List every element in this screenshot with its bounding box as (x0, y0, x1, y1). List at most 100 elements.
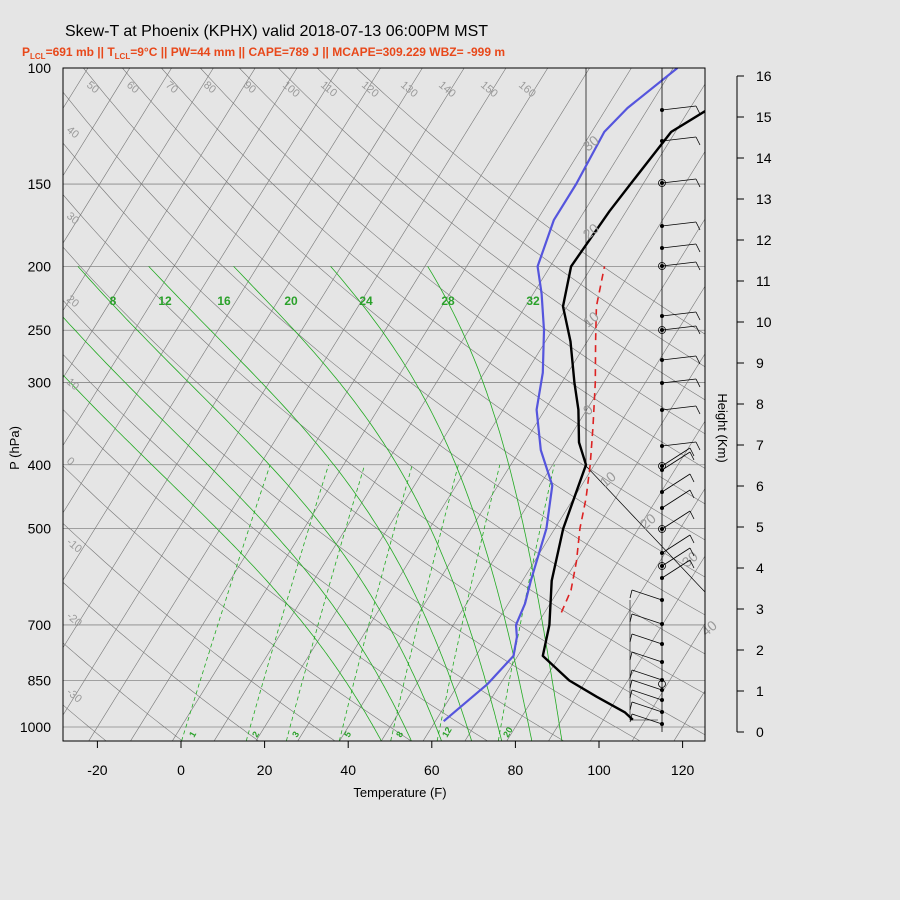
barb-line (631, 613, 663, 625)
barb-line (661, 510, 691, 530)
height-tick-label: 8 (756, 396, 764, 412)
height-tick-label: 13 (756, 191, 772, 207)
pressure-tick-label: 200 (28, 258, 52, 274)
barb-feather (689, 547, 695, 557)
moist-adiabat (63, 374, 382, 741)
barb-line (661, 441, 697, 447)
isotherm-line (63, 68, 340, 514)
barb-marker (658, 326, 666, 334)
dry-adiabat (63, 194, 705, 695)
dry-adiabat (83, 68, 705, 578)
dry-adiabat (200, 68, 705, 469)
dry-adiabat (63, 409, 488, 741)
adiabat-label: 140 (436, 79, 458, 100)
height-tick-label: 16 (756, 68, 772, 84)
mixing-ratio-line (285, 464, 366, 741)
barb-feather (629, 713, 633, 723)
x-tick-label: 80 (508, 762, 524, 778)
barb-feather (695, 136, 701, 146)
dry-adiabat (63, 704, 107, 741)
moist-adiabat-label: 12 (158, 294, 172, 308)
pressure-tick-label: 300 (28, 374, 52, 390)
dry-adiabat (161, 68, 705, 505)
barb-line (661, 261, 697, 267)
barb-line (661, 311, 697, 317)
isotherm-line (63, 68, 423, 649)
barb-marker (658, 680, 666, 688)
isotherm-line (0, 68, 46, 741)
isotherm-label: -30 (64, 686, 84, 705)
isotherm-line (841, 68, 900, 741)
inner-box-label: 10 (580, 308, 602, 330)
barb-feather (695, 311, 701, 321)
moist-adiabat (63, 316, 412, 741)
height-tick-label: 2 (756, 642, 764, 658)
x-tick-label: 0 (177, 762, 185, 778)
barb-feather (695, 405, 701, 415)
barb-feather (695, 178, 701, 188)
adiabat-label: 50 (84, 79, 101, 96)
height-tick-label: 6 (756, 478, 764, 494)
barb-feather (629, 689, 633, 699)
barb-feather (689, 451, 695, 461)
barb-feather (695, 243, 701, 253)
barb-line (661, 559, 691, 579)
barb-feather (695, 378, 701, 388)
dry-adiabat (63, 642, 183, 741)
barb-marker (658, 562, 666, 570)
isotherm-label: 20 (64, 293, 81, 310)
barb-feather (629, 669, 633, 679)
x-tick-label: -20 (87, 762, 107, 778)
outer-label: 10 (597, 468, 619, 490)
dry-adiabat (63, 246, 705, 736)
barb-line (661, 105, 697, 111)
mixing-ratio-line (245, 464, 329, 741)
barb-feather (629, 613, 633, 623)
barb-feather (695, 221, 701, 231)
barb-line (631, 689, 663, 701)
moist-adiabat-label: 20 (284, 294, 298, 308)
isotherm-line (422, 285, 705, 741)
dry-adiabat (63, 522, 336, 741)
isotherm-line (339, 150, 705, 741)
chart-title: Skew-T at Phoenix (KPHX) valid 2018-07-1… (65, 23, 488, 40)
barb-feather (629, 701, 633, 711)
barb-feather (689, 534, 695, 544)
height-axis-label: Height (Km) (715, 393, 730, 462)
barb-line (661, 355, 697, 361)
moist-adiabat-label: 8 (110, 294, 117, 308)
isotherm-line (63, 68, 172, 244)
x-tick-label: 120 (671, 762, 695, 778)
pressure-tick-label: 700 (28, 617, 52, 633)
adiabat-label: 160 (516, 79, 538, 100)
isotherm-line (590, 555, 705, 741)
inner-box-label: 30 (580, 132, 602, 154)
pressure-tick-label: 100 (28, 60, 52, 76)
adiabat-label: 60 (124, 79, 141, 96)
pressure-tick-label: 400 (28, 457, 52, 473)
mixing-ratio-label: 3 (290, 730, 301, 739)
barb-line (631, 669, 663, 681)
dry-adiabat (239, 68, 705, 435)
pressure-tick-label: 850 (28, 672, 52, 688)
pressure-tick-label: 250 (28, 322, 52, 338)
x-axis-label: Temperature (F) (353, 785, 446, 800)
isotherm-line (63, 68, 214, 312)
barb-line (631, 713, 663, 725)
moist-adiabat (427, 266, 563, 741)
barb-line (661, 489, 691, 509)
adiabat-label: 130 (398, 79, 420, 100)
isotherm-line (883, 68, 900, 741)
barb-line (661, 451, 691, 471)
barb-feather (695, 355, 701, 365)
mixing-ratio-line (436, 464, 501, 741)
moist-adiabat (77, 266, 442, 741)
dry-adiabat (63, 91, 705, 616)
isotherm-line (130, 68, 549, 741)
dry-adiabat (278, 68, 705, 401)
barb-line (661, 325, 697, 331)
barb-line (661, 547, 691, 567)
adiabat-label: 70 (163, 79, 180, 96)
